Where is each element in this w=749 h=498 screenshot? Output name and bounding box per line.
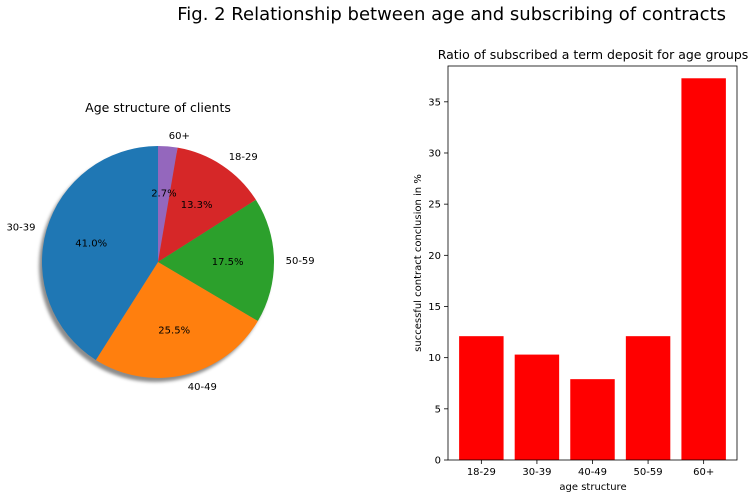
bar-18-29 xyxy=(459,336,504,460)
pie-slices xyxy=(41,146,275,379)
y-tick-label: 20 xyxy=(428,251,441,262)
bar-chart-title: Ratio of subscribed a term deposit for a… xyxy=(438,47,749,62)
pie-chart: Age structure of clients 2.7% 60+ 13.3% 18-… xyxy=(6,100,314,393)
y-tick-label: 0 xyxy=(435,456,441,467)
pie-slice-60+ xyxy=(158,146,178,262)
pie-percent-label: 17.5% xyxy=(212,257,244,268)
y-tick-label: 15 xyxy=(428,302,441,313)
pie-category-label: 18-29 xyxy=(229,152,258,163)
y-tick-label: 5 xyxy=(435,404,441,415)
x-tick-label: 18-29 xyxy=(467,467,496,478)
x-axis-ticks: 18-29 30-39 40-49 50-59 60+ xyxy=(467,460,714,478)
pie-slice-30-39 xyxy=(41,146,158,360)
pie-percent-label: 25.5% xyxy=(158,326,190,337)
bar-40-49 xyxy=(570,379,615,460)
pie-category-label: 50-59 xyxy=(286,256,315,267)
y-tick-label: 10 xyxy=(428,353,441,364)
pie-percent-label: 13.3% xyxy=(181,200,213,211)
y-tick-label: 25 xyxy=(428,200,441,211)
x-tick-label: 30-39 xyxy=(522,467,551,478)
pie-slice-18-29 xyxy=(158,147,256,262)
pie-slice-40-49 xyxy=(95,262,258,379)
bar-30-39 xyxy=(514,354,560,460)
x-tick-label: 50-59 xyxy=(634,467,663,478)
pie-percent-label: 41.0% xyxy=(75,239,107,250)
figure-title: Fig. 2 Relationship between age and subs… xyxy=(177,4,726,25)
pie-category-label: 30-39 xyxy=(6,222,35,233)
pie-labels: 2.7% 60+ 13.3% 18-29 17.5% 50-59 25.5% 40-49 41.… xyxy=(6,131,314,393)
bar-chart: Ratio of subscribed a term deposit for a… xyxy=(413,47,748,493)
pie-category-label: 60+ xyxy=(169,131,190,142)
pie-chart-title: Age structure of clients xyxy=(85,100,231,115)
pie-percent-label: 2.7% xyxy=(151,189,176,200)
pie-category-label: 40-49 xyxy=(188,382,217,393)
y-tick-label: 35 xyxy=(428,97,441,108)
bar-60+ xyxy=(681,78,726,460)
bar-chart-x-axis-label: age structure xyxy=(559,482,626,493)
bar-50-59 xyxy=(625,336,671,460)
x-tick-label: 40-49 xyxy=(578,467,607,478)
y-tick-label: 30 xyxy=(428,148,441,159)
bars xyxy=(459,78,726,460)
x-tick-label: 60+ xyxy=(693,467,714,478)
y-axis-ticks: 0 5 10 15 20 25 30 35 xyxy=(428,97,448,467)
bar-chart-y-axis-label: successful contract conclusion in % xyxy=(413,174,424,352)
pie-slice-50-59 xyxy=(158,199,275,322)
